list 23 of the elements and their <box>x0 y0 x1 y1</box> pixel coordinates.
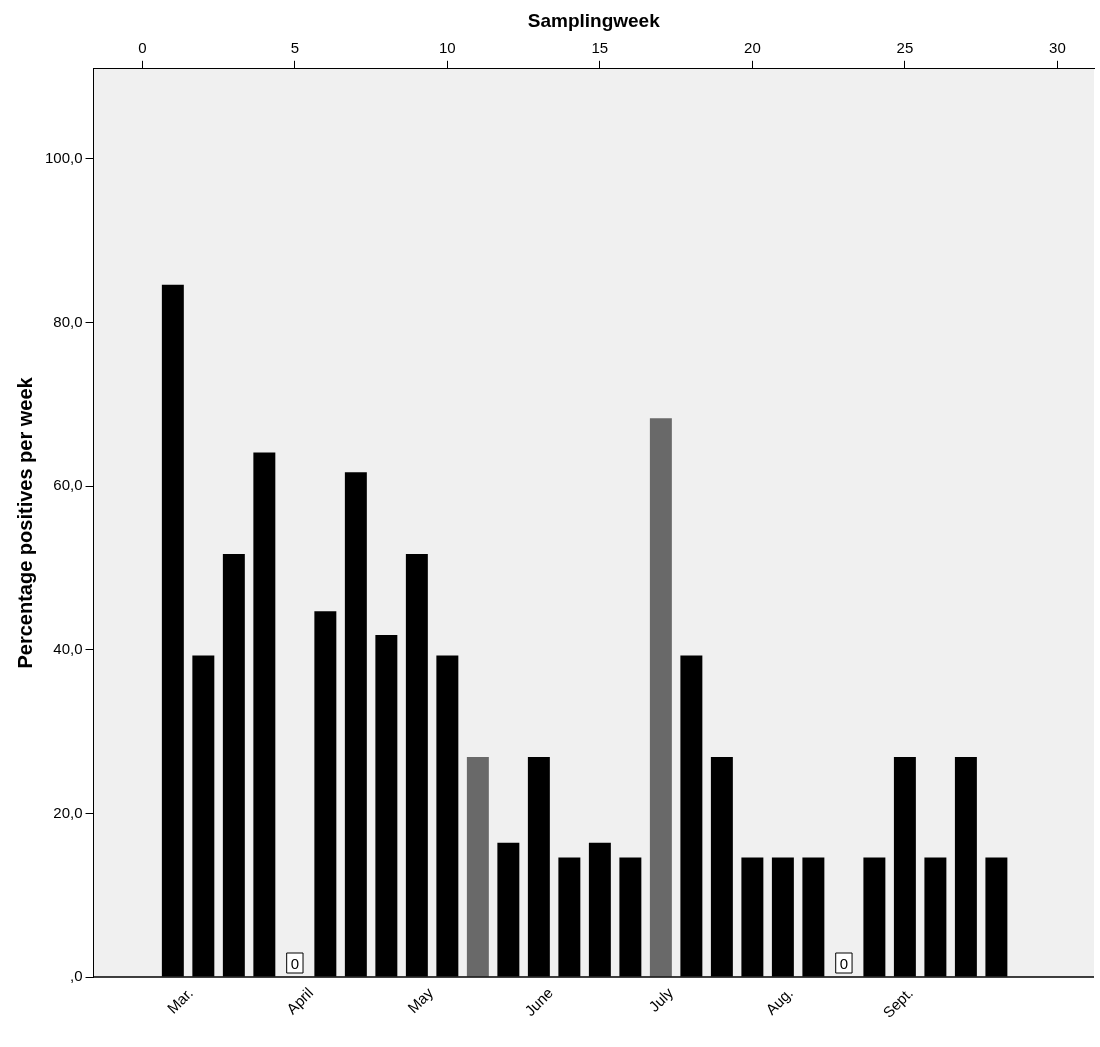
y-tick-label: 100,0 <box>44 148 83 166</box>
y-tick-label: 40,0 <box>53 639 83 657</box>
text: Aug. <box>762 984 797 1018</box>
y-axis-title: Percentage positives per week <box>13 376 36 669</box>
x-tick-label: 5 <box>290 38 300 56</box>
bar <box>649 418 672 977</box>
y-tick-label: ,0 <box>70 967 83 985</box>
x-axis-title: Samplingweek <box>527 9 661 31</box>
bar <box>466 756 489 977</box>
x-tick-label: 10 <box>439 38 456 56</box>
x-tick-label: 25 <box>896 38 914 56</box>
y-tick-label: 20,0 <box>53 803 83 821</box>
x-tick-label: 30 <box>1049 38 1066 56</box>
data-label: 0 <box>290 954 300 972</box>
data-label: 0 <box>839 954 849 972</box>
x-tick-label: 0 <box>138 38 147 56</box>
text: Mar. <box>163 984 197 1017</box>
text: July <box>645 983 677 1015</box>
x-tick-label: 20 <box>744 38 761 56</box>
x-tick-label: 15 <box>591 38 609 56</box>
y-tick-label: 80,0 <box>53 312 83 330</box>
y-tick-label: 60,0 <box>53 476 83 494</box>
text: May <box>404 983 437 1017</box>
